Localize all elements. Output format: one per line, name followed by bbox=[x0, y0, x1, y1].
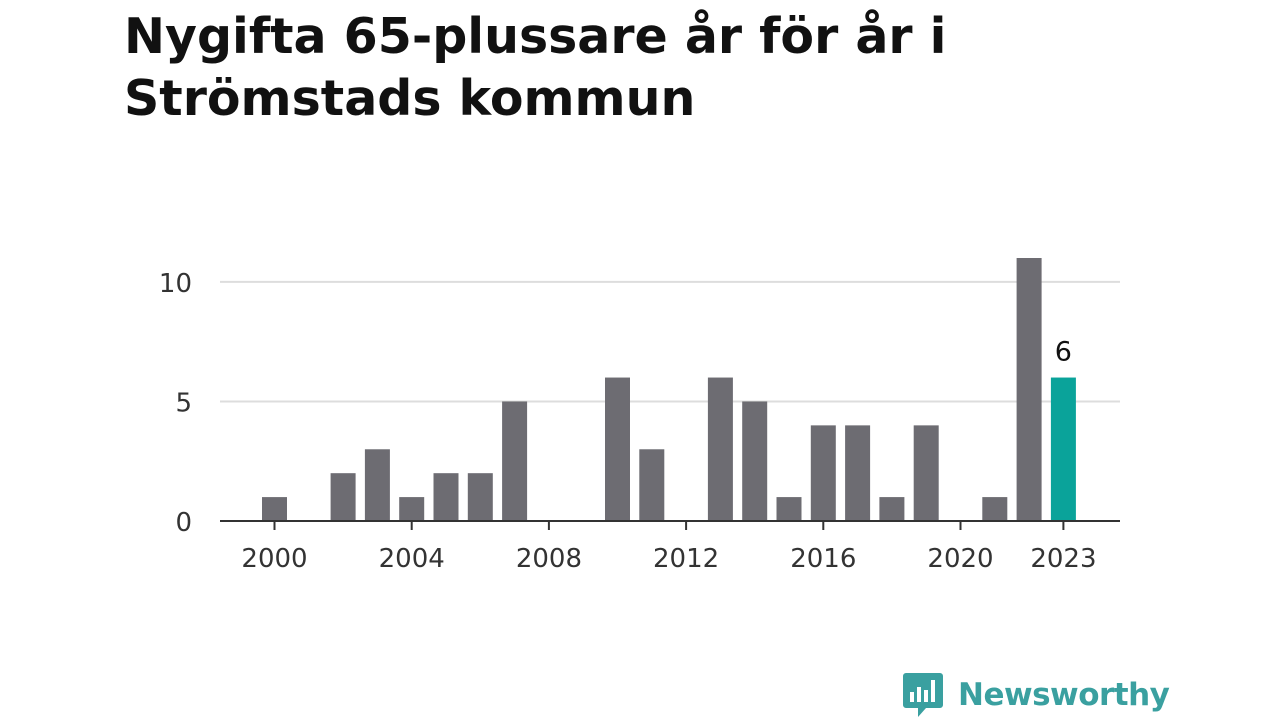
gridlines bbox=[220, 280, 1120, 403]
x-tick-label-2012: 2012 bbox=[653, 544, 719, 574]
bar-2003 bbox=[364, 449, 390, 521]
x-tick-label-2016: 2016 bbox=[790, 544, 856, 574]
value-label-2023: 6 bbox=[1055, 337, 1072, 368]
bar-2010 bbox=[605, 377, 630, 521]
bar-2018 bbox=[879, 497, 905, 521]
x-tick-label-2020: 2020 bbox=[927, 544, 993, 574]
bar-2011 bbox=[639, 449, 665, 521]
x-tick-label-2008: 2008 bbox=[516, 544, 582, 574]
x-tick-label-2004: 2004 bbox=[379, 544, 445, 574]
bar-2006 bbox=[467, 473, 493, 521]
bar-2013 bbox=[707, 377, 733, 521]
bar-2014 bbox=[742, 401, 768, 521]
bar-2005 bbox=[433, 473, 459, 521]
y-tick-label-5: 5 bbox=[175, 388, 192, 418]
value-labels: 6 bbox=[1055, 337, 1072, 368]
bar-2023 bbox=[1050, 377, 1076, 521]
y-axis-labels: 0 5 10 bbox=[159, 269, 192, 538]
chart-title: Nygifta 65-plussare år för år i Strömsta… bbox=[124, 8, 947, 127]
bar-chart-speech-bubble-icon bbox=[903, 673, 943, 717]
y-tick-label-0: 0 bbox=[175, 508, 192, 538]
bar-2007 bbox=[502, 401, 528, 521]
y-tick-label-10: 10 bbox=[159, 269, 192, 299]
bar-2019 bbox=[913, 425, 939, 521]
bar-2016 bbox=[810, 425, 836, 521]
newsworthy-logo[interactable]: Newsworthy bbox=[902, 671, 1170, 719]
x-axis-labels: 2000 2004 2008 2012 2016 2020 2023 bbox=[241, 544, 1096, 574]
bar-2021 bbox=[982, 497, 1008, 521]
bar-2004 bbox=[399, 497, 425, 521]
brand-name: Newsworthy bbox=[958, 677, 1170, 713]
bar-2017 bbox=[845, 425, 871, 521]
bar-2022 bbox=[1016, 258, 1042, 521]
bar-2000 bbox=[262, 497, 287, 521]
bars bbox=[262, 258, 1076, 521]
bar-2015 bbox=[776, 497, 802, 521]
x-tick-label-2000: 2000 bbox=[241, 544, 307, 574]
x-tick-label-2023: 2023 bbox=[1030, 544, 1096, 574]
bar-2002 bbox=[330, 473, 356, 521]
x-axis bbox=[220, 520, 1120, 530]
